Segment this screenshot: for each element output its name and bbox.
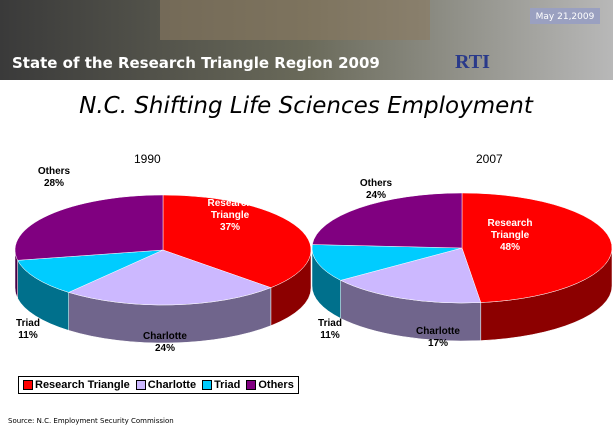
legend-swatch <box>136 380 146 390</box>
slice-category: Charlotte <box>398 326 478 338</box>
slice-category: Research Triangle <box>470 218 550 242</box>
slice-category: Triad <box>0 318 68 330</box>
legend: Research Triangle Charlotte Triad Others <box>18 376 299 394</box>
legend-label: Others <box>258 379 293 391</box>
date: May 21,2009 <box>536 12 595 22</box>
slice-category: Others <box>14 166 94 178</box>
slice-category: Charlotte <box>125 331 205 343</box>
slice-percent: 37% <box>190 222 270 234</box>
slice-percent: 48% <box>470 242 550 254</box>
chart: May 21,2009 State of the Research Triang… <box>0 0 613 427</box>
legend-item: Triad <box>202 379 240 391</box>
legend-swatch <box>202 380 212 390</box>
legend-item: Others <box>246 379 293 391</box>
legend-label: Charlotte <box>148 379 196 391</box>
legend-swatch <box>246 380 256 390</box>
slice-category: Others <box>336 178 416 190</box>
logo: RTI <box>455 51 490 73</box>
slice-percent: 28% <box>14 178 94 190</box>
banner-photos <box>160 0 430 40</box>
slice-category: Research Triangle <box>190 198 270 222</box>
legend-item: Research Triangle <box>23 379 130 391</box>
slide: May 21,2009 State of the Research Triang… <box>0 0 613 427</box>
slice-percent: 17% <box>398 338 478 350</box>
slice <box>15 195 163 260</box>
legend-swatch <box>23 380 33 390</box>
source: Source: N.C. Employment Security Commiss… <box>8 417 174 425</box>
slice-percent: 24% <box>336 190 416 202</box>
pie-title: 2007 <box>476 152 503 166</box>
slice-percent: 11% <box>290 330 370 342</box>
legend-label: Triad <box>214 379 240 391</box>
pie-title: 1990 <box>134 152 161 166</box>
slice-category: Triad <box>290 318 370 330</box>
slice-percent: 11% <box>0 330 68 342</box>
slide-title: N.C. Shifting Life Sciences Employment <box>79 93 534 119</box>
legend-label: Research Triangle <box>35 379 130 391</box>
banner-title: State of the Research Triangle Region 20… <box>12 54 380 72</box>
slice-percent: 24% <box>125 343 205 355</box>
legend-item: Charlotte <box>136 379 196 391</box>
